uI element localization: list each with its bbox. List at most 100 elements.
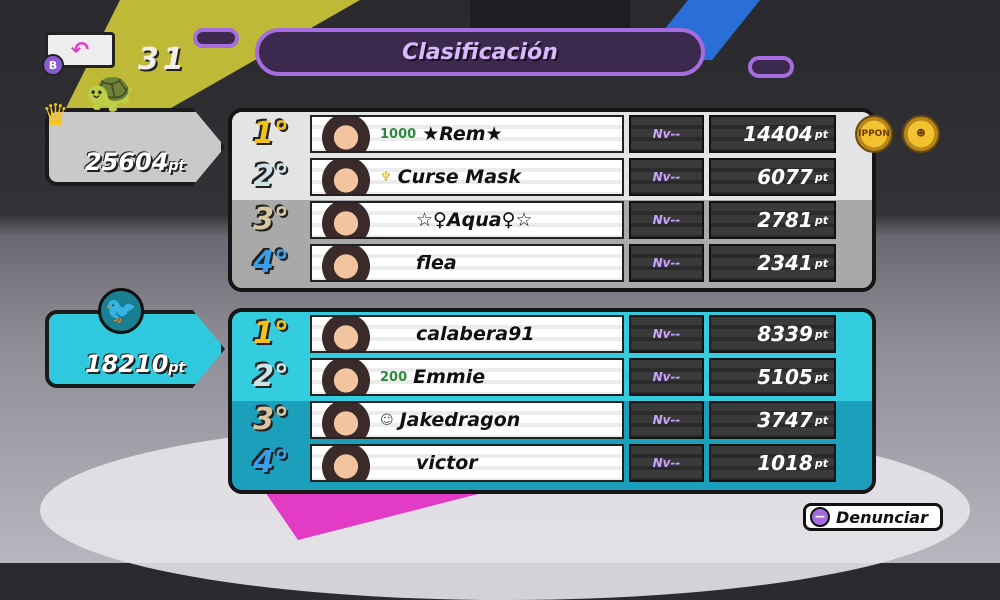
player-row[interactable]: 2° ♆ Curse Mask Nv-- 6077 pt	[253, 158, 836, 196]
player-row[interactable]: 3° ☺ Jakedragon Nv-- 3747 pt	[253, 401, 836, 439]
player-name: ☆♀Aqua♀☆	[416, 209, 533, 231]
level-badge-icon: 200	[380, 369, 408, 385]
rank-badge: 3°	[253, 401, 289, 437]
level-badge-icon: 1000	[380, 126, 417, 142]
player-points-cell: 8339 pt	[709, 315, 836, 353]
player-name-cell: ☺ Jakedragon	[310, 401, 624, 439]
team-score: 18210	[84, 350, 169, 378]
phoenix-emblem-icon: 🐦	[98, 288, 144, 334]
player-points: 2781	[757, 208, 813, 232]
avatar	[312, 403, 380, 437]
player-name-cell: ♆ Curse Mask	[310, 158, 624, 196]
minus-button-icon: −	[810, 507, 830, 527]
b-button-icon: B	[42, 54, 64, 76]
avatar	[312, 446, 380, 480]
rank-badge: 1°	[253, 115, 289, 151]
player-level: Nv--	[629, 201, 704, 239]
undo-arrow-icon: ↶	[70, 37, 90, 63]
avatar	[312, 203, 380, 237]
player-row[interactable]: 3° ☆♀Aqua♀☆ Nv-- 2781 pt	[253, 201, 836, 239]
team-score-gray: 25604pt	[45, 108, 225, 186]
page-title: Clasificación	[402, 39, 558, 65]
player-name-cell: calabera91	[310, 315, 624, 353]
rank-badge: 2°	[253, 358, 289, 394]
unit: pt	[814, 456, 828, 470]
player-points-cell: 5105 pt	[709, 358, 836, 396]
rank-badge: 1°	[253, 315, 289, 351]
unit: pt	[168, 360, 186, 376]
ippon-medal-icon: IPPON	[855, 115, 893, 153]
title-bar: Clasificación	[255, 28, 705, 76]
player-level: Nv--	[629, 358, 704, 396]
player-name: Emmie	[413, 366, 486, 388]
player-points: 3747	[757, 408, 813, 432]
player-name: ★Rem★	[422, 123, 503, 145]
rank-badge: 4°	[253, 444, 289, 480]
unit: pt	[814, 256, 828, 270]
player-points: 1018	[757, 451, 813, 475]
team-panel-gray: 1° 1000 ★Rem★ Nv-- 14404 pt 2° ♆ Curse Mask …	[228, 108, 876, 292]
rank-badge: 4°	[253, 244, 289, 280]
ninja-medal-icon: ☻	[902, 115, 940, 153]
player-points-cell: 1018 pt	[709, 444, 836, 482]
crown-icon: ♛	[42, 98, 69, 133]
unit: pt	[814, 370, 828, 384]
player-name: Curse Mask	[397, 166, 521, 188]
rank-badge: 3°	[253, 201, 289, 237]
player-points: 8339	[757, 322, 813, 346]
player-row[interactable]: 1° calabera91 Nv-- 8339 pt	[253, 315, 836, 353]
player-level: Nv--	[629, 444, 704, 482]
player-name-cell: victor	[310, 444, 624, 482]
player-name: calabera91	[416, 323, 535, 345]
timer-count: 31	[138, 42, 188, 77]
rank-badge: 2°	[253, 158, 289, 194]
player-name: victor	[416, 452, 478, 474]
title-decoration	[193, 28, 239, 48]
team-score: 25604	[84, 148, 169, 176]
avatar	[312, 317, 380, 351]
title-decoration	[748, 56, 794, 78]
trophy-icon: ♆	[380, 169, 392, 185]
player-points: 2341	[757, 251, 813, 275]
unit: pt	[814, 413, 828, 427]
team-panel-cyan: 1° calabera91 Nv-- 8339 pt 2° 200 Emmie Nv-…	[228, 308, 876, 494]
player-points-cell: 6077 pt	[709, 158, 836, 196]
player-row[interactable]: 2° 200 Emmie Nv-- 5105 pt	[253, 358, 836, 396]
face-badge-icon: ☺	[380, 412, 394, 428]
player-points: 5105	[757, 365, 813, 389]
player-points-cell: 2781 pt	[709, 201, 836, 239]
player-name-cell: flea	[310, 244, 624, 282]
unit: pt	[168, 158, 186, 174]
player-points-cell: 3747 pt	[709, 401, 836, 439]
player-level: Nv--	[629, 158, 704, 196]
avatar	[312, 160, 380, 194]
player-level: Nv--	[629, 315, 704, 353]
player-name-cell: ☆♀Aqua♀☆	[310, 201, 624, 239]
avatar	[312, 246, 380, 280]
player-points: 14404	[743, 122, 813, 146]
back-button[interactable]: ↶	[45, 32, 115, 68]
player-name: Jakedragon	[399, 409, 521, 431]
report-button[interactable]: − Denunciar	[803, 503, 943, 531]
player-name: flea	[416, 252, 457, 274]
team-score-cyan: 18210pt	[45, 310, 225, 388]
unit: pt	[814, 127, 828, 141]
avatar	[312, 360, 380, 394]
player-level: Nv--	[629, 401, 704, 439]
player-name-cell: 1000 ★Rem★	[310, 115, 624, 153]
avatar	[312, 117, 380, 151]
unit: pt	[814, 327, 828, 341]
player-points-cell: 2341 pt	[709, 244, 836, 282]
player-row[interactable]: 4° victor Nv-- 1018 pt	[253, 444, 836, 482]
player-row[interactable]: 4° flea Nv-- 2341 pt	[253, 244, 836, 282]
unit: pt	[814, 213, 828, 227]
player-name-cell: 200 Emmie	[310, 358, 624, 396]
player-points-cell: 14404 pt	[709, 115, 836, 153]
player-level: Nv--	[629, 115, 704, 153]
turtle-emblem-icon: 🐢	[85, 69, 135, 115]
player-points: 6077	[757, 165, 813, 189]
report-label: Denunciar	[836, 507, 928, 527]
player-row[interactable]: 1° 1000 ★Rem★ Nv-- 14404 pt	[253, 115, 836, 153]
unit: pt	[814, 170, 828, 184]
player-level: Nv--	[629, 244, 704, 282]
